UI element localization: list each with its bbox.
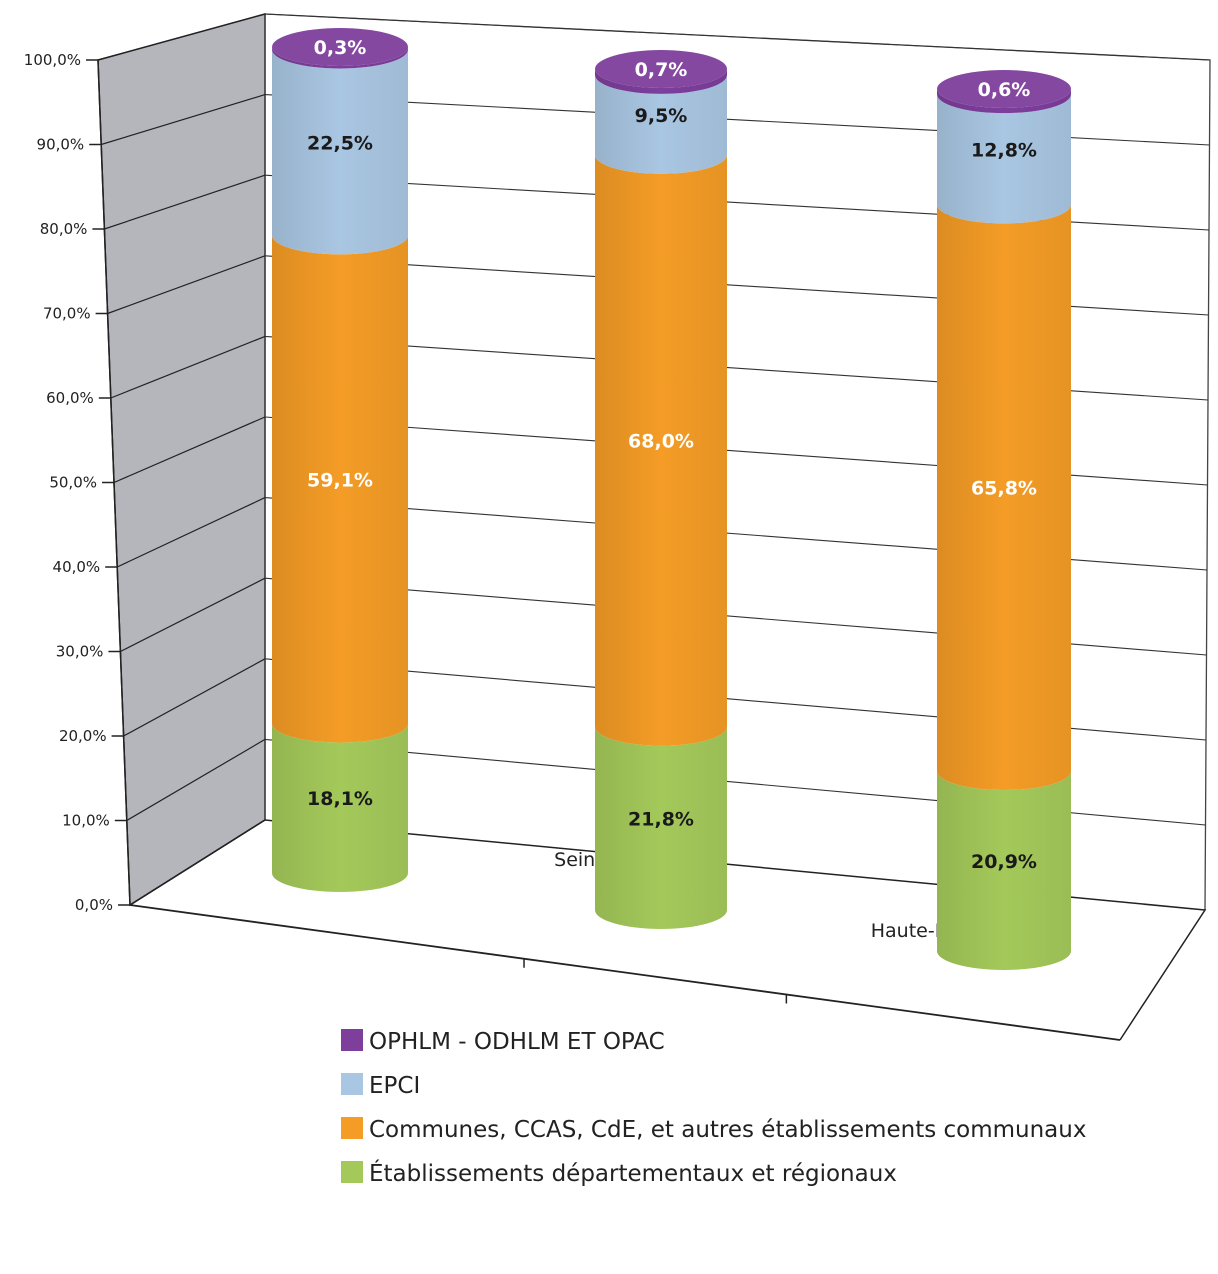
data-label: 0,7% [635,59,688,81]
y-tick-label: 20,0% [59,727,107,745]
bar-segment [272,235,408,743]
bar-top-cap [937,70,1071,108]
cylinder-stack: 20,9% 65,8% 12,8% 0,6% [936,70,1071,970]
y-tick-label: 50,0% [49,474,97,492]
legend-label: EPCI [369,1073,420,1099]
side-wall [97,13,266,907]
data-label: 0,3% [314,37,367,59]
side-gridline [107,255,266,315]
y-axis-line [97,59,131,906]
side-gridline [129,819,266,906]
y-tick-label: 100,0% [24,51,81,69]
bar-segment [595,74,727,174]
y-tick-label: 0,0% [75,896,113,914]
side-gridline [126,738,266,822]
y-axis: 0,0% 10,0% 20,0% 30,0% 40,0% 50,0% 60,0% 70,0% 8… [24,51,131,914]
cylinder-stack: 18,1% 59,1% 22,5% 0,3% [272,28,408,892]
side-gridline [101,94,266,146]
legend-label: Communes, CCAS, CdE, et autres établisse… [369,1117,1086,1143]
bar-top-cap [595,50,727,88]
bar-segment [595,154,727,746]
legend-item: OPHLM - ODHLM ET OPAC [341,1029,665,1055]
legend-item: Établissements départementaux et régiona… [341,1159,897,1187]
data-label: 12,8% [971,139,1037,161]
data-label: 0,6% [978,79,1031,101]
bar-segment [936,771,1071,970]
side-gridline [97,13,266,61]
y-tick-label: 60,0% [46,389,94,407]
legend: OPHLM - ODHLM ET OPAC EPCI Communes, CCAS,… [341,1029,1086,1187]
side-gridline [110,335,266,399]
data-label: 21,8% [628,808,694,830]
data-label: 22,5% [307,132,373,154]
legend-swatch [341,1117,363,1139]
data-label: 59,1% [307,469,373,491]
data-label: 68,0% [628,431,694,453]
data-label: 20,9% [971,851,1037,873]
side-gridline [120,577,266,653]
y-tick-label: 90,0% [37,136,85,154]
data-label: 9,5% [635,105,688,127]
legend-swatch [341,1029,363,1051]
legend-swatch [341,1073,363,1095]
side-gridline [104,174,266,230]
bar-top-cap [272,28,408,66]
bar-segment [272,49,408,255]
y-tick-label: 30,0% [56,643,104,661]
legend-swatch [341,1161,363,1183]
legend-label: Établissements départementaux et régiona… [369,1159,897,1187]
legend-label: OPHLM - ODHLM ET OPAC [369,1029,665,1055]
side-gridline [116,497,266,568]
side-gridline [123,658,266,737]
y-tick-label: 70,0% [43,305,91,323]
legend-item: Communes, CCAS, CdE, et autres établisse… [341,1117,1086,1143]
y-tick-label: 40,0% [53,558,101,576]
bar-segment [272,723,408,892]
legend-item: EPCI [341,1073,420,1099]
bar-segment [936,94,1071,224]
y-tick-label: 80,0% [40,220,88,238]
data-label: 65,8% [971,478,1037,500]
side-gridline [113,416,266,484]
y-tick-label: 10,0% [62,812,110,830]
bar-segment [936,89,1071,114]
data-label: 18,1% [307,788,373,810]
bar-segment [595,726,727,929]
bar-segment [595,69,727,94]
back-gridline [264,13,1211,61]
x-axis-line [129,904,1121,1041]
bars: 18,1% 59,1% 22,5% 0,3% 21,8% 68,0% 9,5% 0,7% 20,… [272,28,1071,970]
bar-segment [936,204,1071,791]
cylinder-stack: 21,8% 68,0% 9,5% 0,7% [595,50,727,929]
